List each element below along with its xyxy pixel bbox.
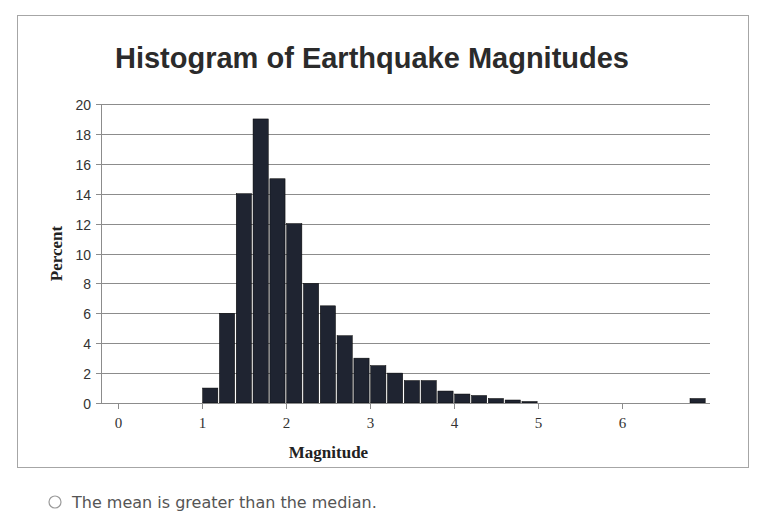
x-tick: [202, 403, 203, 409]
histogram-bar: [371, 366, 386, 403]
histogram-bar: [488, 399, 503, 403]
histogram-bar: [404, 381, 419, 403]
histogram-bar: [572, 403, 587, 404]
x-tick-label: 4: [451, 415, 459, 431]
y-tick: [96, 104, 101, 105]
histogram-bar: [556, 403, 571, 404]
histogram-bar: [438, 391, 453, 403]
y-tick: [96, 343, 101, 344]
x-tick-label: 1: [199, 415, 207, 431]
y-tick-label: 10: [75, 247, 91, 263]
grid-line: [101, 254, 710, 255]
histogram-bar: [589, 403, 604, 404]
chart-svg: Histogram of Earthquake Magnitudes 0 2 4 6 8 1…: [0, 0, 765, 518]
histogram-bar: [505, 400, 520, 403]
x-tick: [118, 403, 119, 409]
y-tick: [96, 194, 101, 195]
histogram-bar: [673, 403, 688, 404]
y-tick-label: 2: [83, 366, 91, 382]
y-tick: [96, 224, 101, 225]
x-tick-label: 6: [619, 415, 627, 431]
x-tick-label: 3: [367, 415, 375, 431]
grid-line: [101, 224, 710, 225]
bars: [203, 119, 706, 403]
histogram-bar: [522, 402, 537, 403]
y-tick: [96, 283, 101, 284]
chart-frame: [18, 16, 749, 468]
radio-button[interactable]: [49, 496, 61, 508]
histogram-bar: [421, 381, 436, 403]
y-tick: [96, 164, 101, 165]
y-tick-label: 20: [75, 97, 91, 113]
x-tick: [454, 403, 455, 409]
y-tick: [96, 373, 101, 374]
histogram-bar: [253, 119, 268, 403]
histogram-bar: [690, 399, 705, 403]
y-axis-line: [101, 104, 102, 403]
grid-line: [101, 164, 710, 165]
x-tick-label: 2: [283, 415, 291, 431]
y-tick: [96, 134, 101, 135]
x-tick: [622, 403, 623, 409]
grid-line: [101, 283, 710, 284]
histogram-bar: [320, 306, 335, 403]
y-tick-label: 4: [83, 336, 91, 352]
histogram-bar: [287, 224, 302, 403]
grid-line: [101, 343, 710, 344]
y-tick-label: 14: [75, 187, 91, 203]
grid-line: [101, 134, 710, 135]
histogram-bar: [203, 388, 218, 403]
grid-line: [101, 104, 710, 105]
y-tick: [96, 403, 101, 404]
y-tick-label: 6: [83, 306, 91, 322]
histogram-bar: [455, 394, 470, 403]
grid-line: [101, 373, 710, 374]
y-tick-label: 12: [75, 217, 91, 233]
y-axis-label: Percent: [47, 225, 66, 281]
y-tick-label: 0: [83, 396, 91, 412]
histogram-bar: [640, 403, 655, 404]
histogram-bar: [270, 179, 285, 403]
x-tick: [286, 403, 287, 409]
histogram-bar: [539, 403, 554, 404]
histogram-bar: [354, 358, 369, 403]
y-tick: [96, 313, 101, 314]
x-tick: [538, 403, 539, 409]
x-tick-label: 0: [115, 415, 123, 431]
chart-container: Histogram of Earthquake Magnitudes 0 2 4 6 8 1…: [0, 0, 765, 518]
x-tick-label: 5: [535, 415, 543, 431]
x-axis-line: [101, 403, 706, 404]
x-axis-label: Magnitude: [289, 443, 369, 462]
y-tick-label: 18: [75, 127, 91, 143]
y-tick-label: 16: [75, 157, 91, 173]
annotation: The mean is greater than the median.: [71, 493, 377, 512]
histogram-bar: [303, 283, 318, 403]
histogram-bar: [623, 403, 638, 404]
y-tick: [96, 254, 101, 255]
histogram-bar: [219, 313, 234, 403]
histogram-bar: [472, 396, 487, 403]
x-tick: [370, 403, 371, 409]
histogram-bar: [656, 403, 671, 404]
grid-line: [101, 194, 710, 195]
histogram-bar: [236, 194, 251, 403]
histogram-bar: [606, 403, 621, 404]
y-tick-label: 8: [83, 276, 91, 292]
histogram-bar: [387, 373, 402, 403]
chart-title: Histogram of Earthquake Magnitudes: [115, 42, 629, 74]
grid-line: [101, 313, 710, 314]
histogram-bar: [337, 336, 352, 403]
grid-line: [101, 403, 710, 404]
